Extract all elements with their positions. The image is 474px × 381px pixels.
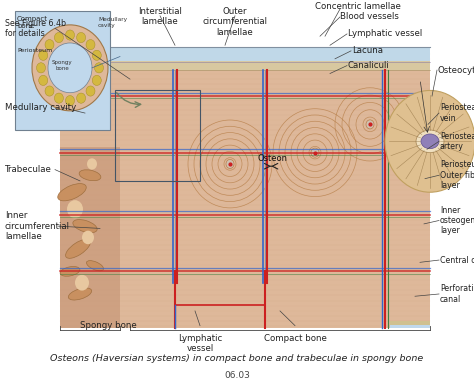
- Text: Lacuna: Lacuna: [352, 46, 383, 55]
- Text: Spongy bone: Spongy bone: [80, 321, 137, 330]
- Text: Concentric lamellae: Concentric lamellae: [315, 2, 401, 11]
- Text: Lymphatic
vessel: Lymphatic vessel: [178, 333, 222, 353]
- Text: Periosteal
vein: Periosteal vein: [440, 103, 474, 123]
- Circle shape: [67, 200, 83, 218]
- Text: Lymphatic vessel: Lymphatic vessel: [348, 29, 422, 38]
- Text: See Figure 6.4b
for details: See Figure 6.4b for details: [5, 19, 66, 38]
- Circle shape: [82, 231, 94, 244]
- Ellipse shape: [416, 130, 444, 153]
- Text: Inner
circumferential
lamellae: Inner circumferential lamellae: [5, 211, 70, 241]
- Text: Periosteal
artery: Periosteal artery: [440, 132, 474, 151]
- Circle shape: [94, 63, 103, 73]
- Text: Compact
bone: Compact bone: [17, 16, 48, 29]
- Text: Perforating
canal: Perforating canal: [440, 284, 474, 304]
- Text: Osteocyte: Osteocyte: [438, 66, 474, 75]
- Text: Spongy
bone: Spongy bone: [52, 60, 73, 71]
- Circle shape: [385, 90, 474, 192]
- Polygon shape: [390, 321, 430, 325]
- Text: Periosteum: Periosteum: [17, 48, 52, 53]
- Circle shape: [86, 86, 95, 96]
- Text: Central canal: Central canal: [440, 256, 474, 264]
- Circle shape: [366, 120, 374, 129]
- Polygon shape: [60, 48, 430, 62]
- Text: Blood vessels: Blood vessels: [340, 13, 399, 21]
- Circle shape: [92, 50, 101, 60]
- Circle shape: [48, 43, 92, 93]
- Ellipse shape: [60, 266, 80, 276]
- Ellipse shape: [58, 184, 86, 201]
- Polygon shape: [60, 147, 120, 328]
- Circle shape: [92, 75, 101, 85]
- Text: Interstitial
lamellae: Interstitial lamellae: [138, 7, 182, 26]
- Text: Medullary cavity: Medullary cavity: [5, 103, 76, 112]
- Text: Compact bone: Compact bone: [264, 333, 327, 343]
- Circle shape: [77, 93, 86, 103]
- Text: Canaliculi: Canaliculi: [348, 61, 390, 70]
- Text: Inner
osteogenic
layer: Inner osteogenic layer: [440, 206, 474, 235]
- Circle shape: [45, 40, 54, 50]
- Circle shape: [39, 75, 48, 85]
- Ellipse shape: [68, 288, 91, 300]
- Circle shape: [55, 32, 64, 43]
- Circle shape: [77, 32, 86, 43]
- Text: Osteon: Osteon: [257, 154, 288, 163]
- Polygon shape: [15, 11, 110, 130]
- Circle shape: [75, 275, 89, 291]
- Text: Periosteum:
Outer fibrous
layer: Periosteum: Outer fibrous layer: [440, 160, 474, 190]
- Text: Trabeculae: Trabeculae: [5, 165, 52, 174]
- Circle shape: [86, 40, 95, 50]
- Text: 06.03: 06.03: [224, 371, 250, 380]
- Text: Outer
circumferential
lamellae: Outer circumferential lamellae: [202, 7, 267, 37]
- Text: Medullary
cavity: Medullary cavity: [98, 18, 127, 28]
- Circle shape: [39, 50, 48, 60]
- Circle shape: [32, 25, 108, 111]
- Polygon shape: [390, 325, 430, 328]
- Text: Osteons (Haversian systems) in compact bone and trabeculae in spongy bone: Osteons (Haversian systems) in compact b…: [50, 354, 424, 363]
- Circle shape: [65, 30, 74, 40]
- Ellipse shape: [73, 219, 97, 233]
- Ellipse shape: [86, 261, 103, 271]
- Ellipse shape: [79, 170, 101, 181]
- Circle shape: [311, 148, 319, 157]
- Circle shape: [65, 96, 74, 106]
- Ellipse shape: [421, 134, 439, 149]
- Ellipse shape: [65, 239, 91, 258]
- Polygon shape: [60, 61, 430, 70]
- Circle shape: [36, 63, 46, 73]
- Circle shape: [226, 159, 234, 168]
- Polygon shape: [60, 51, 430, 328]
- Circle shape: [55, 93, 64, 103]
- Circle shape: [45, 86, 54, 96]
- Circle shape: [87, 158, 97, 170]
